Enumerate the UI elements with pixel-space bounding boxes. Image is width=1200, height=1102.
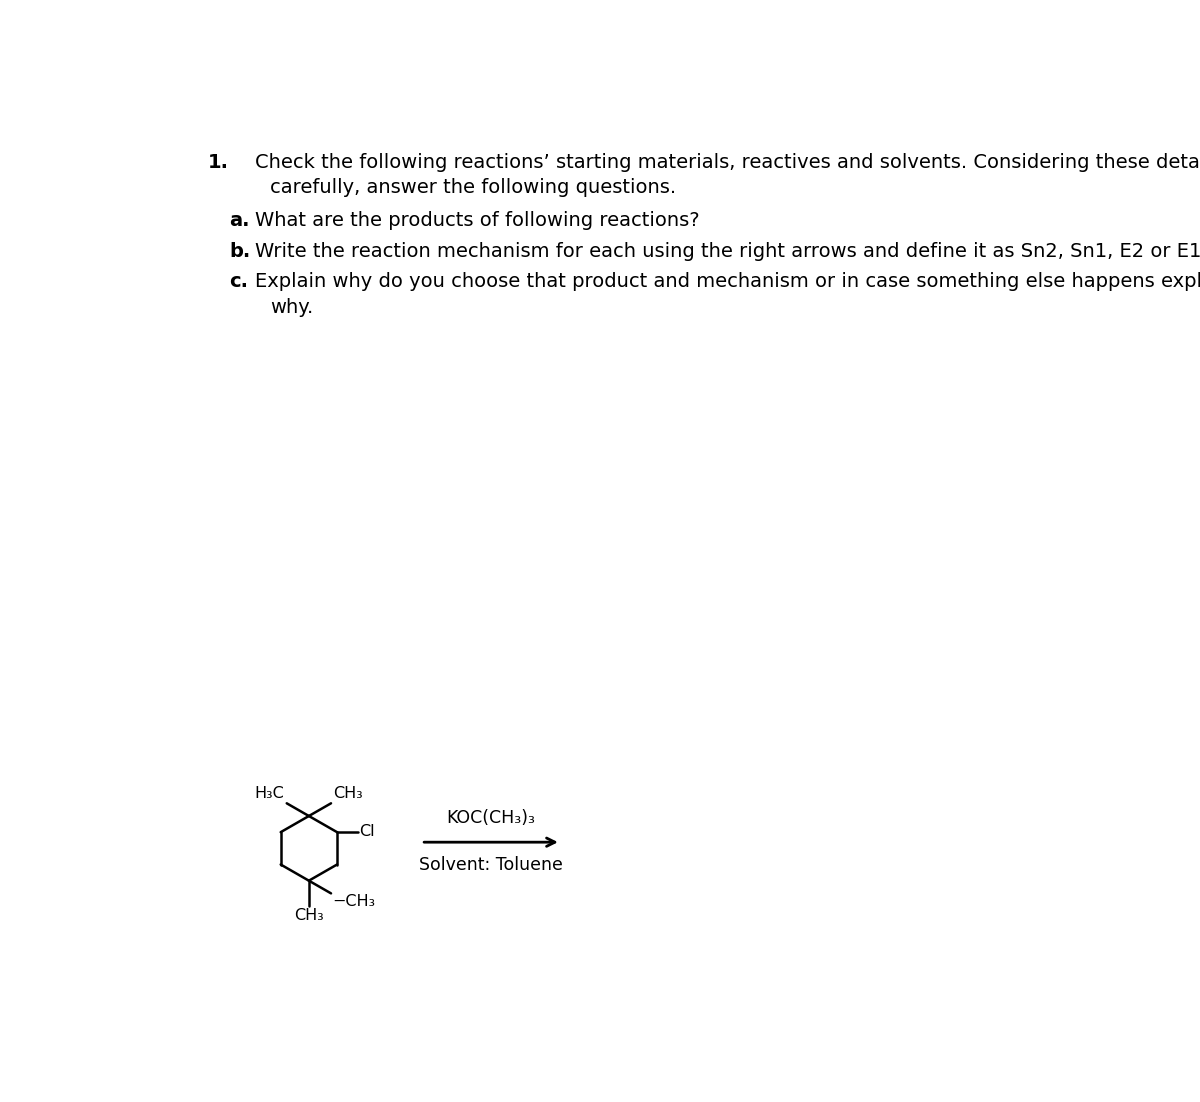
Text: CH₃: CH₃	[334, 786, 364, 801]
Text: Check the following reactions’ starting materials, reactives and solvents. Consi: Check the following reactions’ starting …	[254, 153, 1200, 172]
Text: KOC(CH₃)₃: KOC(CH₃)₃	[446, 809, 535, 826]
Text: why.: why.	[270, 298, 313, 316]
Text: Write the reaction mechanism for each using the right arrows and define it as Sn: Write the reaction mechanism for each us…	[254, 241, 1200, 260]
Text: 1.: 1.	[208, 153, 229, 172]
Text: c.: c.	[229, 272, 248, 291]
Text: carefully, answer the following questions.: carefully, answer the following question…	[270, 179, 677, 197]
Text: CH₃: CH₃	[294, 908, 324, 923]
Text: −CH₃: −CH₃	[332, 894, 376, 909]
Text: a.: a.	[229, 210, 250, 230]
Text: H₃C: H₃C	[254, 786, 284, 801]
Text: Solvent: Toluene: Solvent: Toluene	[419, 856, 563, 874]
Text: Explain why do you choose that product and mechanism or in case something else h: Explain why do you choose that product a…	[254, 272, 1200, 291]
Text: b.: b.	[229, 241, 251, 260]
Text: What are the products of following reactions?: What are the products of following react…	[254, 210, 700, 230]
Text: Cl: Cl	[360, 824, 376, 839]
